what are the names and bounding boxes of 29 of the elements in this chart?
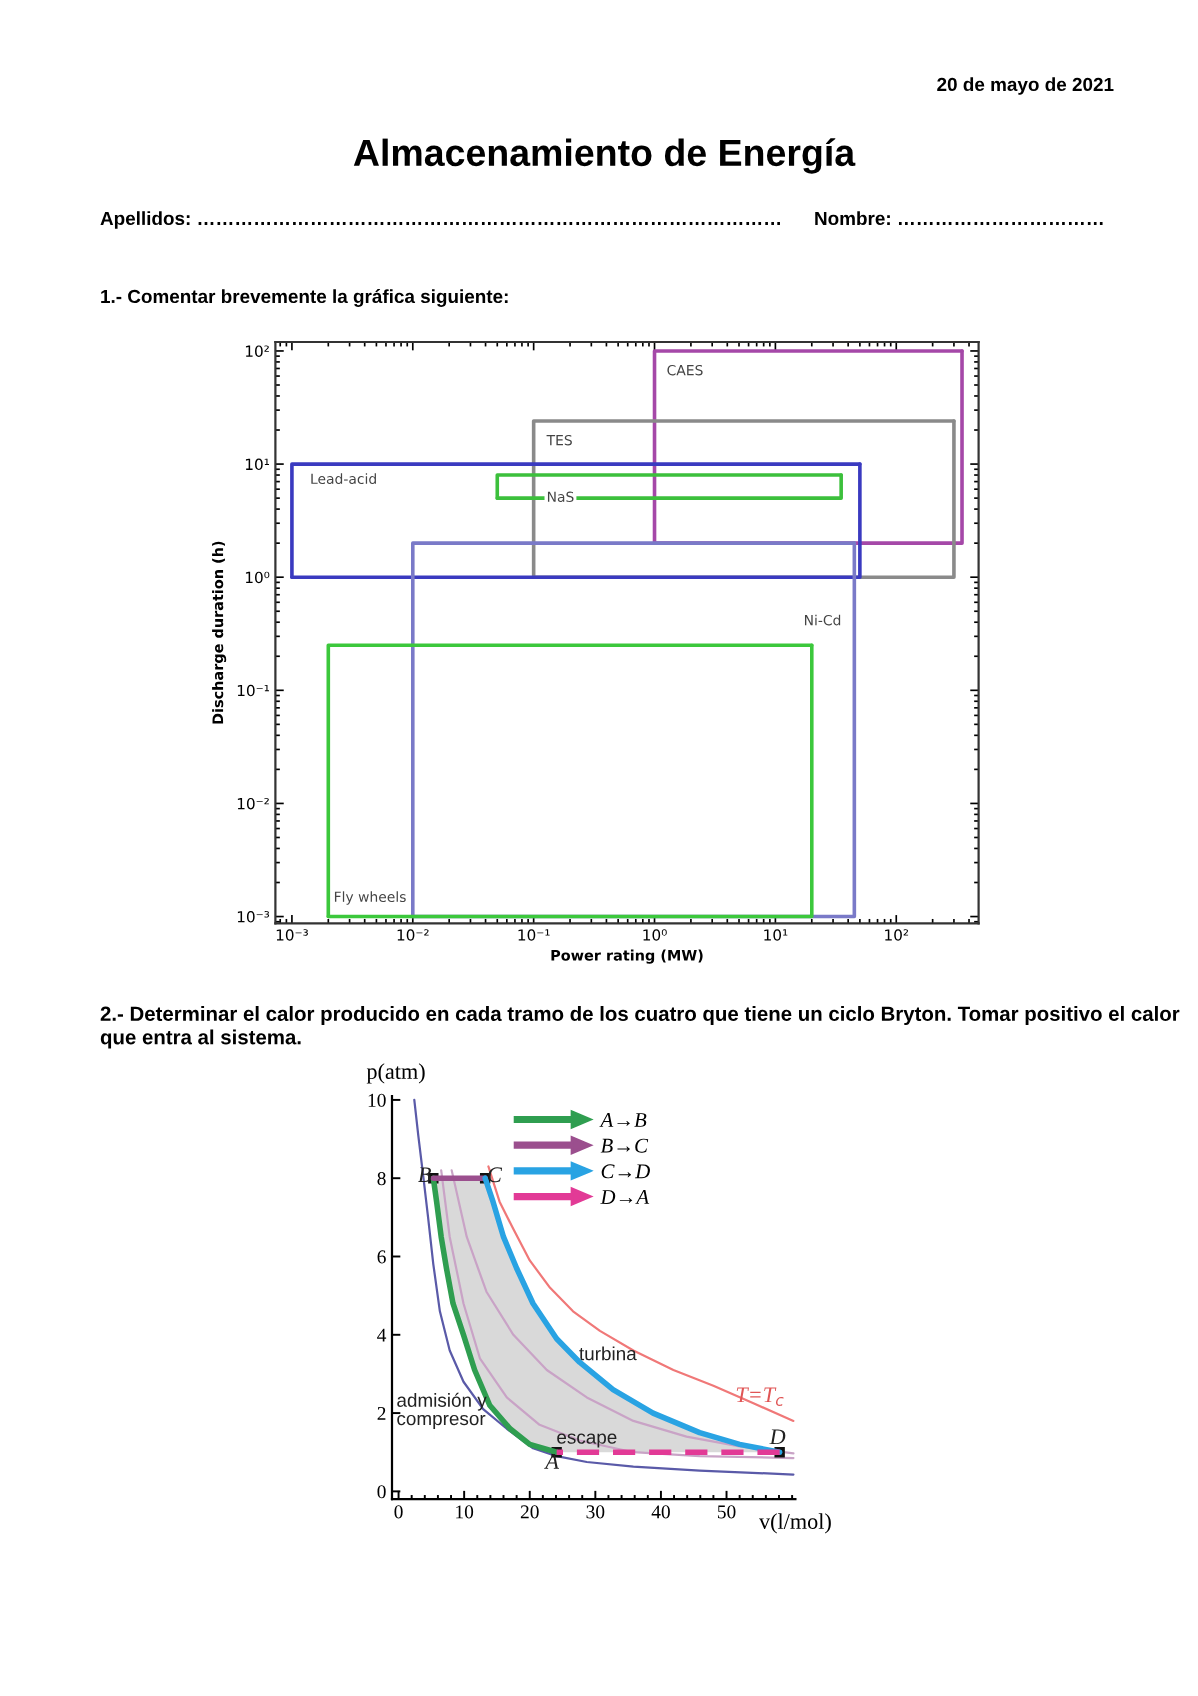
x-tick-label: 10: [456, 1505, 474, 1519]
x-tick-label: 30: [586, 1505, 605, 1519]
x-tick-label: 40: [651, 1505, 670, 1519]
x-tick-label: 20: [520, 1505, 539, 1519]
chart-title: Almacenamiento de Energía: [353, 138, 856, 174]
chart-subtitle: 1.- Comentar brevemente la gráfica siguiente:: [101, 289, 508, 307]
annotation: A: [544, 1453, 560, 1469]
text: 20 de mayo de 2021: [937, 77, 1114, 95]
legend-label: A→B: [599, 1113, 647, 1127]
x-tick-label: 50: [717, 1505, 736, 1519]
legend-label: C→D: [601, 1164, 650, 1179]
annotation: turbina: [579, 1346, 637, 1361]
annotation: T=T$_{c}$: [736, 1387, 784, 1406]
y-tick-label: 8: [377, 1172, 386, 1186]
annotation: escape: [557, 1433, 617, 1448]
text: Nombre: ……………………………: [815, 211, 1103, 226]
x-tick-label: 0: [394, 1505, 403, 1519]
legend-label: D→A: [600, 1190, 650, 1204]
legend-label: B→C: [600, 1138, 649, 1153]
chart-title: 2.- Determinar el calor producido en cada tramo de los cuatro que tiene un ciclo Bryton. Tomar positivo el calor que entra al sistema.: [100, 1006, 1180, 1049]
y-tick-label: 6: [377, 1250, 386, 1264]
y-tick-label: 0: [377, 1485, 386, 1499]
y-axis-title: p(atm): [366, 1063, 425, 1084]
y-tick-label: 4: [377, 1328, 387, 1342]
y-tick-label: 10: [368, 1093, 386, 1107]
text: Apellidos: …………………………………………………………………………………: [100, 211, 780, 229]
x-axis-title: v(l/mol): [758, 1513, 831, 1534]
y-tick-label: 2: [377, 1406, 386, 1420]
annotation: D: [769, 1429, 786, 1445]
